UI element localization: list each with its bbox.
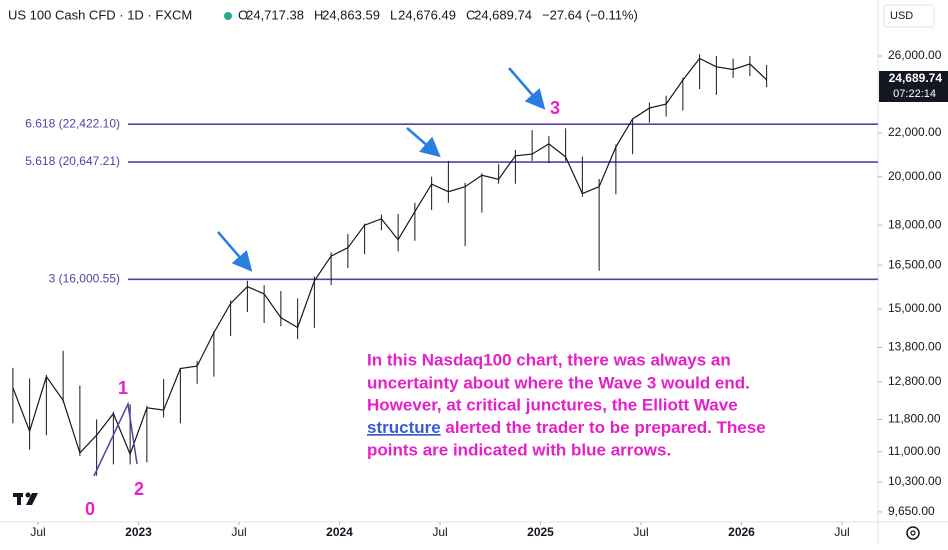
header-background bbox=[0, 0, 640, 32]
currency[interactable]: USD bbox=[890, 10, 913, 22]
price-line bbox=[12, 57, 768, 456]
currency-button[interactable] bbox=[883, 4, 935, 28]
arrow bbox=[406, 127, 441, 158]
wave-label: 0 bbox=[85, 499, 95, 519]
logo[interactable] bbox=[13, 492, 38, 506]
countdown: 07:22:14 bbox=[893, 88, 936, 100]
last-price: 24,689.74 bbox=[889, 71, 943, 85]
ohlc-readout: O24,717.38 H24,863.59 L 24,676.49 C24,689.74… bbox=[238, 7, 638, 22]
ohlc-key: H bbox=[314, 7, 323, 22]
fib-level-label: 5.618 (20,647.21) bbox=[25, 154, 120, 168]
annotation-link[interactable]: structure bbox=[367, 418, 441, 437]
y-tick-label: 13,800.00 bbox=[888, 340, 942, 354]
ohlc-key: L bbox=[390, 7, 397, 22]
x-tick-label: 2024 bbox=[326, 525, 353, 539]
ohlc-value: 24,676.49 bbox=[398, 7, 456, 22]
annotation-line: In this Nasdaq100 chart, there was alway… bbox=[367, 350, 731, 369]
fib-level-label: 6.618 (22,422.10) bbox=[25, 116, 120, 130]
y-tick-label: 9,650.00 bbox=[888, 504, 935, 518]
x-tick-label: 2023 bbox=[125, 525, 152, 539]
x-tick-label: Jul bbox=[633, 525, 648, 539]
annotation-line: points are indicated with blue arrows. bbox=[367, 440, 671, 459]
last-price-box bbox=[879, 71, 948, 102]
wave-label: 3 bbox=[550, 98, 560, 118]
annotation-text: alerted the trader to be prepared. These bbox=[441, 418, 766, 437]
x-tick-label: Jul bbox=[231, 525, 246, 539]
y-tick-label: 18,000.00 bbox=[888, 217, 942, 231]
annotation-line: uncertainty about where the Wave 3 would… bbox=[367, 373, 750, 392]
x-tick-label: 2025 bbox=[527, 525, 554, 539]
x-tick-label: 2026 bbox=[728, 525, 755, 539]
wave-drawing bbox=[93, 401, 138, 477]
annotation-line: However, at critical junctures, the Elli… bbox=[367, 395, 738, 414]
arrow bbox=[508, 67, 546, 110]
settings-icon[interactable] bbox=[906, 526, 920, 540]
symbol-title: US 100 Cash CFD · 1D · FXCM bbox=[8, 7, 192, 22]
x-tick-label: Jul bbox=[30, 525, 45, 539]
price-change: −27.64 (−0.11%) bbox=[542, 7, 638, 22]
settings-icon-center bbox=[910, 530, 916, 536]
x-tick-label: Jul bbox=[834, 525, 849, 539]
y-tick-label: 11,800.00 bbox=[888, 412, 941, 426]
wave-label: 2 bbox=[134, 479, 144, 499]
ohlc-key: C bbox=[466, 7, 475, 22]
y-tick-label: 15,000.00 bbox=[888, 301, 942, 315]
y-tick-label: 26,000.00 bbox=[888, 48, 942, 62]
ohlc-value: 24,717.38 bbox=[246, 7, 304, 22]
ohlc-value: 24,863.59 bbox=[322, 7, 380, 22]
fib-level-label: 3 (16,000.55) bbox=[49, 271, 120, 285]
x-tick-label: Jul bbox=[432, 525, 447, 539]
market-status bbox=[224, 12, 232, 20]
wave-label: 1 bbox=[118, 378, 128, 398]
y-tick-label: 20,000.00 bbox=[888, 169, 942, 183]
y-tick-label: 16,500.00 bbox=[888, 257, 942, 271]
annotation-line: structure alerted the trader to be prepa… bbox=[367, 418, 766, 437]
ohlc-value: 24,689.74 bbox=[474, 7, 532, 22]
y-tick-label: 11,000.00 bbox=[888, 444, 941, 458]
ohlc-key: O bbox=[238, 7, 248, 22]
arrow bbox=[217, 231, 253, 272]
y-tick-label: 12,800.00 bbox=[888, 374, 942, 388]
plot-area: 6.618 (22,422.10) 5.618 (20,647.21) 3 (16,… bbox=[12, 54, 878, 476]
annotation-background bbox=[362, 348, 832, 466]
y-tick-label: 22,000.00 bbox=[888, 125, 942, 139]
y-tick-label: 10,300.00 bbox=[888, 474, 942, 488]
